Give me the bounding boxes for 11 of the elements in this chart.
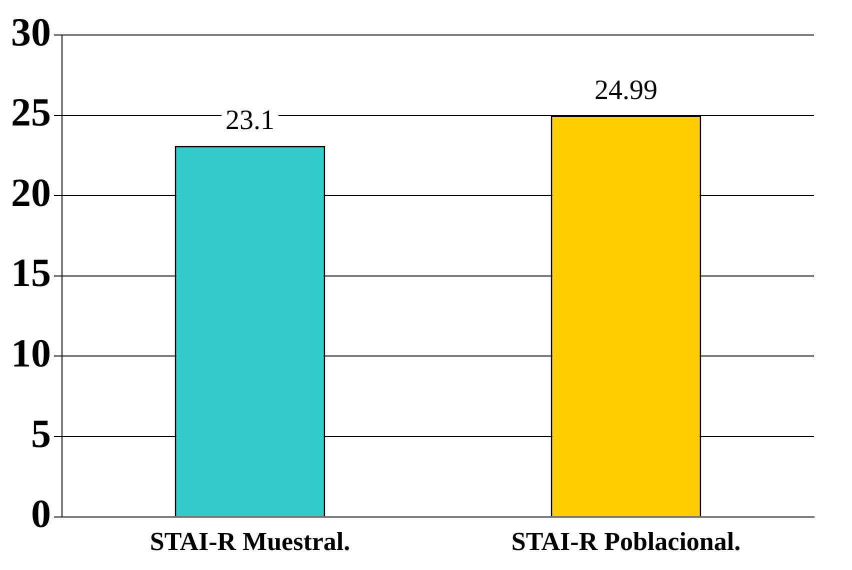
data-label: 23.1: [226, 105, 274, 136]
y-tick-label: 0: [31, 491, 51, 536]
x-tick-label: STAI-R Muestral.: [150, 527, 350, 556]
y-tick-label: 10: [11, 330, 51, 376]
y-tick-label: 5: [31, 410, 51, 456]
y-tick-label: 15: [11, 250, 51, 296]
y-tick-label: 20: [11, 170, 51, 215]
y-tick-label: 25: [11, 90, 51, 135]
x-tick-label: STAI-R Poblacional.: [511, 527, 741, 556]
y-tick-label: 30: [11, 9, 51, 54]
data-label: 24.99: [594, 74, 658, 106]
